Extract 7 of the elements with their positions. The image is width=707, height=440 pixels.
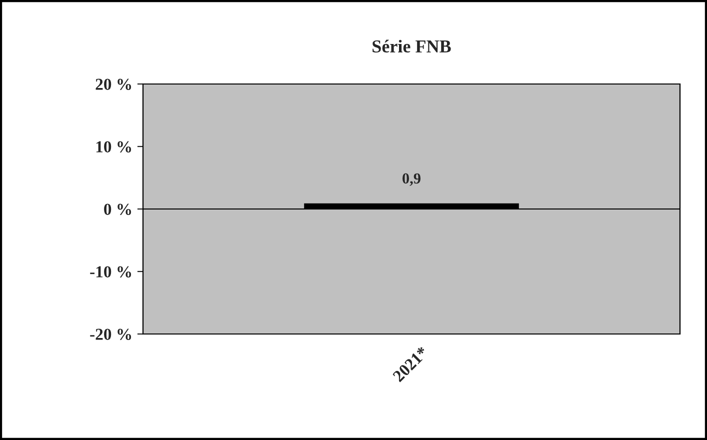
y-tick-label: 20 % xyxy=(96,78,132,90)
y-tick-label: -20 % xyxy=(90,328,132,340)
chart-title: Série FNB xyxy=(372,40,451,53)
y-tick-label: 0 % xyxy=(104,204,132,215)
y-tick-label: -10 % xyxy=(90,266,132,278)
text: 0,9 xyxy=(402,173,420,186)
y-tick-label: 10 % xyxy=(96,141,132,152)
